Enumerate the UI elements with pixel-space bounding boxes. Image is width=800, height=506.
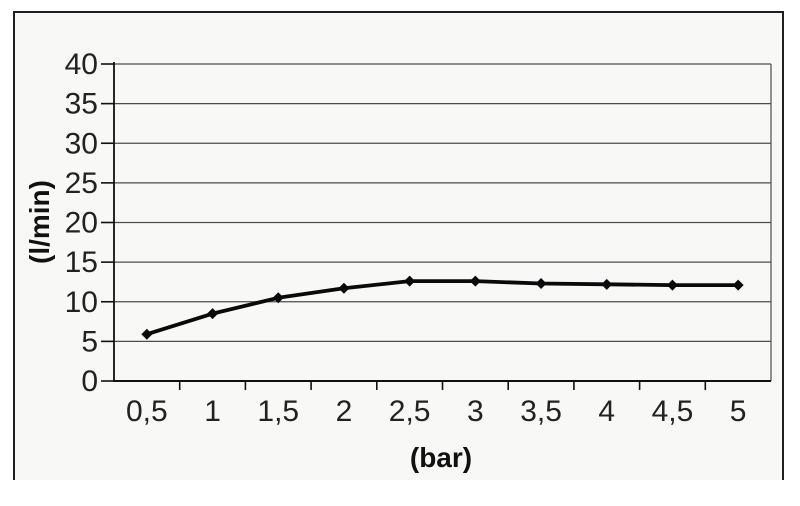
data-point-marker: [338, 282, 350, 294]
x-tick-label: 0,5: [126, 395, 168, 428]
y-axis-title: (l/min): [24, 180, 55, 264]
y-tick-label: 15: [65, 246, 98, 279]
y-tick-label: 20: [65, 207, 98, 240]
y-tick-label: 5: [81, 325, 98, 358]
x-axis-title: (bar): [410, 442, 472, 473]
data-point-marker: [272, 292, 284, 304]
chart-frame: [13, 11, 784, 480]
data-point-marker: [535, 278, 547, 290]
y-axis-tick-labels: 0 5 10 15 20 25 30 35 40: [65, 48, 98, 398]
y-tick-label: 10: [65, 286, 98, 319]
y-tick-label: 40: [65, 48, 98, 81]
x-axis-tick-labels: 0,5 1 1,5 2 2,5 3 3,5 4 4,5 5: [126, 395, 747, 428]
x-tick-label: 4,5: [652, 395, 694, 428]
data-point-marker: [404, 275, 416, 287]
x-tick-label: 2,5: [389, 395, 431, 428]
y-tick-label: 25: [65, 167, 98, 200]
data-point-marker: [469, 275, 481, 287]
x-tick-label: 3,5: [520, 395, 562, 428]
data-line: [144, 279, 741, 337]
x-tick-label: 1: [204, 395, 221, 428]
x-tick-label: 2: [336, 395, 353, 428]
data-point-marker: [207, 308, 219, 320]
x-tick-label: 5: [730, 395, 747, 428]
data-point-marker: [666, 279, 678, 291]
x-tick-label: 3: [467, 395, 484, 428]
y-tick-label: 30: [65, 127, 98, 160]
y-tick-label: 35: [65, 88, 98, 121]
y-gridlines: [114, 63, 772, 381]
y-tick-label: 0: [81, 365, 98, 398]
x-tick-label: 4: [598, 395, 615, 428]
data-point-marker: [141, 328, 153, 340]
data-series: [141, 275, 744, 340]
axis-tick-marks: [101, 63, 707, 390]
data-point-marker: [732, 279, 744, 291]
data-point-marker: [601, 278, 613, 290]
x-tick-label: 1,5: [257, 395, 299, 428]
